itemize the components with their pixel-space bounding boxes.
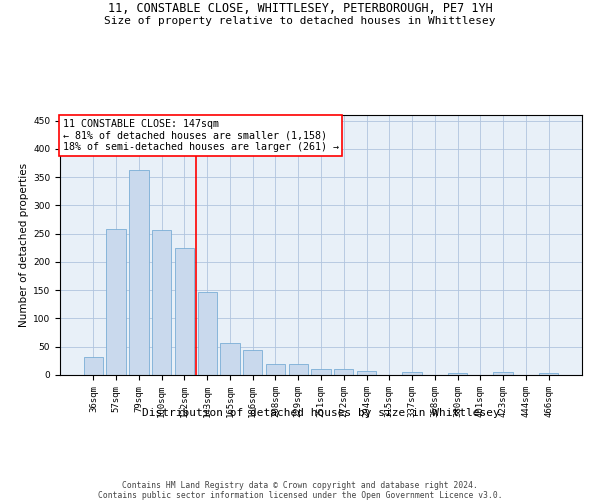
Bar — [106, 228, 126, 375]
Bar — [266, 364, 285, 375]
Bar — [448, 374, 467, 375]
Bar — [129, 170, 149, 375]
Bar — [539, 372, 558, 375]
Bar — [289, 364, 308, 375]
Text: 11, CONSTABLE CLOSE, WHITTLESEY, PETERBOROUGH, PE7 1YH: 11, CONSTABLE CLOSE, WHITTLESEY, PETERBO… — [107, 2, 493, 16]
Bar — [220, 343, 239, 375]
Bar — [197, 292, 217, 375]
Bar — [403, 372, 422, 375]
Text: Size of property relative to detached houses in Whittlesey: Size of property relative to detached ho… — [104, 16, 496, 26]
Text: Distribution of detached houses by size in Whittlesey: Distribution of detached houses by size … — [142, 408, 500, 418]
Bar — [334, 370, 353, 375]
Bar — [357, 371, 376, 375]
Y-axis label: Number of detached properties: Number of detached properties — [19, 163, 29, 327]
Text: 11 CONSTABLE CLOSE: 147sqm
← 81% of detached houses are smaller (1,158)
18% of s: 11 CONSTABLE CLOSE: 147sqm ← 81% of deta… — [62, 119, 338, 152]
Text: Contains HM Land Registry data © Crown copyright and database right 2024.
Contai: Contains HM Land Registry data © Crown c… — [98, 480, 502, 500]
Bar — [84, 357, 103, 375]
Bar — [152, 230, 172, 375]
Bar — [311, 370, 331, 375]
Bar — [493, 372, 513, 375]
Bar — [175, 248, 194, 375]
Bar — [243, 350, 262, 375]
